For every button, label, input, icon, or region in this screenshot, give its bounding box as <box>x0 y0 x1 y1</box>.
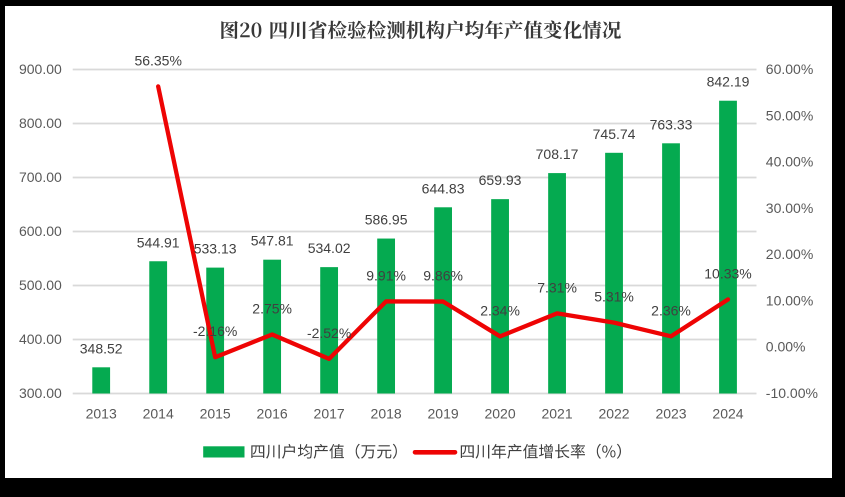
svg-text:2.36%: 2.36% <box>651 302 691 318</box>
svg-text:-10.00%: -10.00% <box>766 385 818 401</box>
svg-text:-2.16%: -2.16% <box>193 323 237 339</box>
svg-text:50.00%: 50.00% <box>766 107 813 123</box>
svg-text:10.33%: 10.33% <box>704 265 751 281</box>
svg-text:644.83: 644.83 <box>422 180 465 196</box>
svg-text:544.91: 544.91 <box>137 234 180 250</box>
svg-text:30.00%: 30.00% <box>766 200 813 216</box>
svg-text:2.75%: 2.75% <box>252 300 292 316</box>
svg-text:2014: 2014 <box>143 406 174 422</box>
svg-text:2015: 2015 <box>200 406 231 422</box>
svg-text:300.00: 300.00 <box>19 385 62 401</box>
svg-text:534.02: 534.02 <box>308 240 351 256</box>
svg-text:586.95: 586.95 <box>365 212 408 228</box>
svg-text:2018: 2018 <box>371 406 402 422</box>
svg-text:600.00: 600.00 <box>19 223 62 239</box>
svg-text:5.31%: 5.31% <box>594 289 634 305</box>
svg-text:10.00%: 10.00% <box>766 292 813 308</box>
svg-text:842.19: 842.19 <box>707 74 750 90</box>
svg-text:2016: 2016 <box>257 406 288 422</box>
svg-text:2022: 2022 <box>598 406 629 422</box>
svg-text:659.93: 659.93 <box>479 172 522 188</box>
svg-text:0.00%: 0.00% <box>766 339 806 355</box>
svg-text:348.52: 348.52 <box>80 340 123 356</box>
svg-text:2020: 2020 <box>484 406 515 422</box>
svg-text:400.00: 400.00 <box>19 331 62 347</box>
svg-text:60.00%: 60.00% <box>766 61 813 77</box>
svg-text:2024: 2024 <box>712 406 743 422</box>
svg-text:7.31%: 7.31% <box>537 279 577 295</box>
svg-text:-2.52%: -2.52% <box>307 325 351 341</box>
svg-text:700.00: 700.00 <box>19 169 62 185</box>
svg-text:2.34%: 2.34% <box>480 302 520 318</box>
svg-text:2017: 2017 <box>314 406 345 422</box>
svg-text:708.17: 708.17 <box>536 146 579 162</box>
svg-text:2019: 2019 <box>428 406 459 422</box>
svg-text:900.00: 900.00 <box>19 61 62 77</box>
svg-text:2013: 2013 <box>86 406 117 422</box>
svg-text:763.33: 763.33 <box>650 116 693 132</box>
svg-text:745.74: 745.74 <box>593 126 636 142</box>
svg-text:533.13: 533.13 <box>194 241 237 257</box>
svg-text:20.00%: 20.00% <box>766 246 813 262</box>
svg-text:9.86%: 9.86% <box>423 268 463 284</box>
svg-text:9.91%: 9.91% <box>366 267 406 283</box>
svg-text:500.00: 500.00 <box>19 277 62 293</box>
svg-text:547.81: 547.81 <box>251 233 294 249</box>
svg-text:2021: 2021 <box>541 406 572 422</box>
svg-text:40.00%: 40.00% <box>766 154 813 170</box>
svg-text:800.00: 800.00 <box>19 115 62 131</box>
svg-text:2023: 2023 <box>655 406 686 422</box>
svg-text:56.35%: 56.35% <box>134 52 181 68</box>
